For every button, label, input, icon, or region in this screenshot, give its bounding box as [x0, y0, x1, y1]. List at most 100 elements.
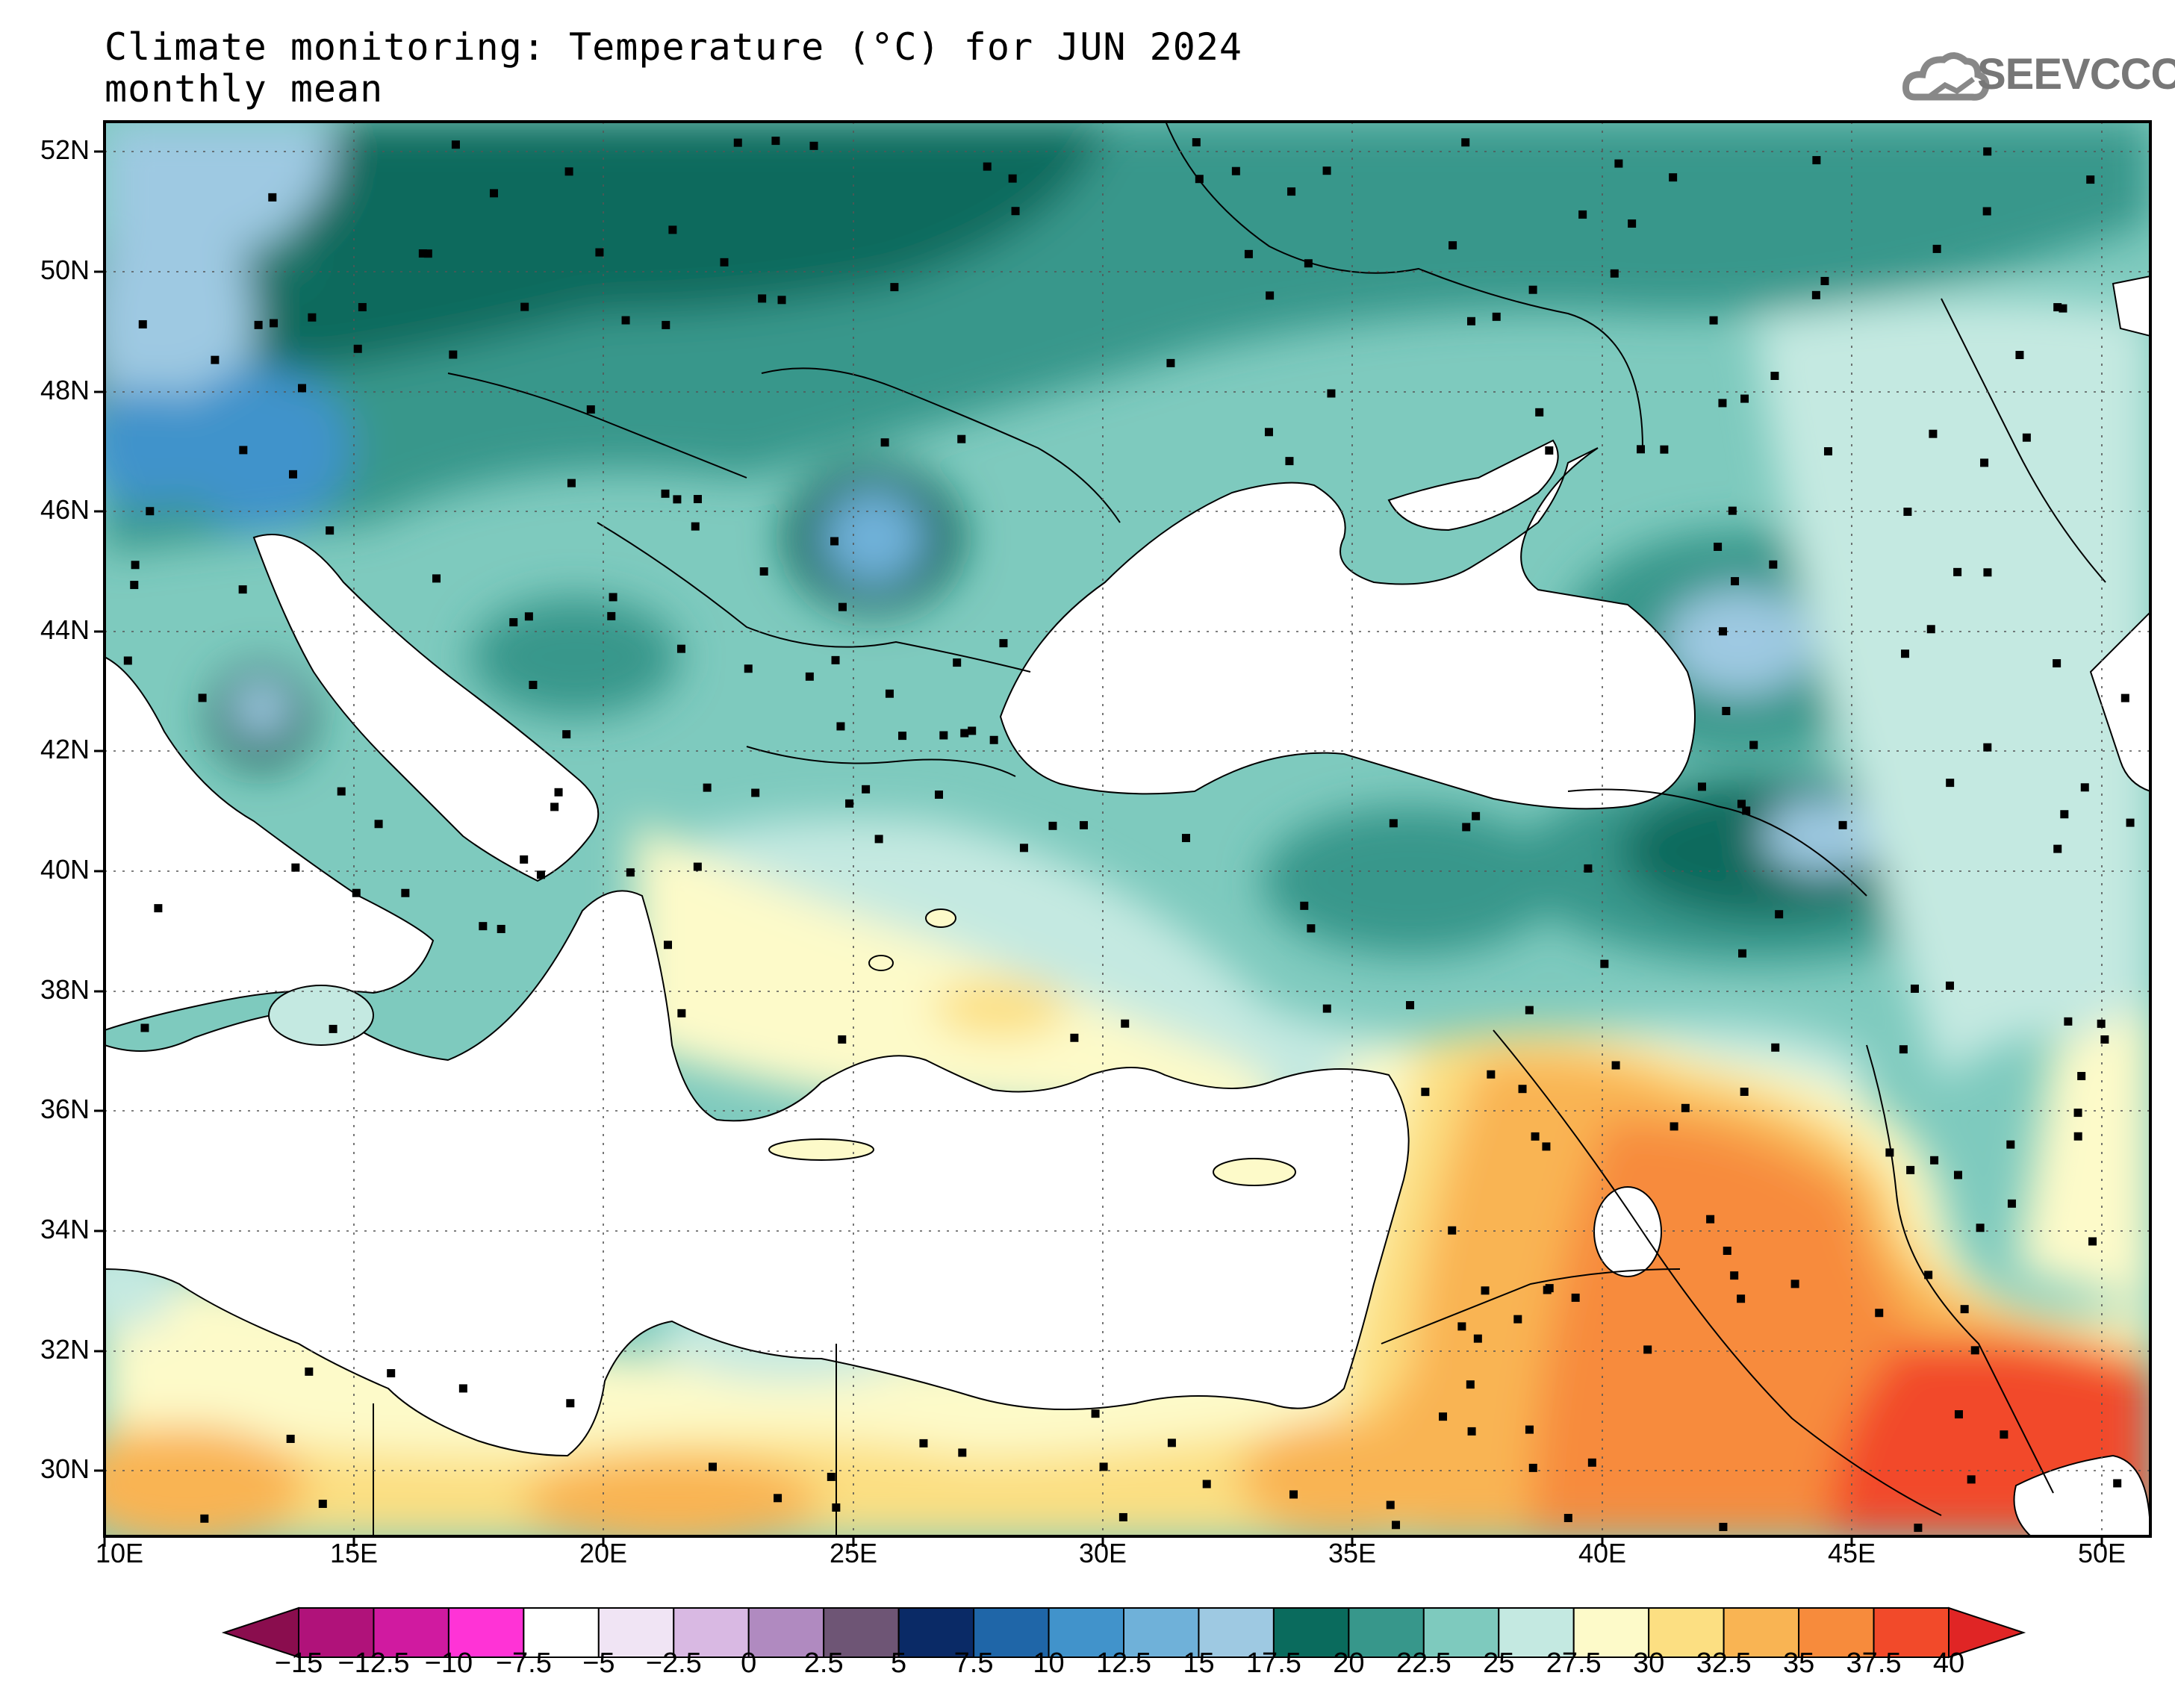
station-marker — [953, 658, 962, 667]
station-marker — [709, 1462, 718, 1471]
station-marker — [497, 924, 505, 933]
lat-label: 44N — [40, 614, 90, 645]
station-marker — [691, 522, 700, 531]
station-marker — [1681, 1103, 1690, 1112]
station-marker — [1287, 187, 1296, 196]
station-marker — [2080, 783, 2089, 792]
station-marker — [1231, 166, 1240, 175]
colorbar-arrow-high — [1948, 1606, 2026, 1659]
colorbar-label: 40 — [1932, 1648, 1965, 1679]
station-marker — [520, 855, 529, 864]
colorbar-swatch — [447, 1607, 525, 1658]
lon-label: 20E — [579, 1538, 628, 1568]
station-marker — [1719, 627, 1728, 636]
station-marker — [270, 319, 279, 328]
station-marker — [140, 1023, 149, 1032]
colorbar-label: 30 — [1633, 1648, 1665, 1679]
station-marker — [1628, 219, 1637, 228]
station-marker — [1812, 156, 1821, 165]
station-marker — [1903, 508, 1912, 517]
station-marker — [1823, 447, 1832, 456]
station-marker — [1473, 1334, 1482, 1343]
station-marker — [1771, 1043, 1780, 1052]
station-marker — [524, 612, 533, 621]
station-marker — [1742, 806, 1751, 815]
station-marker — [2022, 433, 2031, 442]
colorbar-label: 10 — [1033, 1648, 1065, 1679]
station-marker — [1820, 276, 1829, 285]
station-marker — [1406, 1001, 1415, 1010]
station-marker — [198, 694, 207, 702]
colorbar-swatch — [523, 1607, 600, 1658]
station-marker — [1192, 138, 1201, 147]
station-marker — [2097, 1019, 2106, 1028]
colorbar-label: −7.5 — [495, 1648, 552, 1679]
colorbar-label: −12.5 — [337, 1648, 410, 1679]
station-marker — [423, 249, 432, 258]
station-marker — [693, 862, 702, 871]
station-marker — [1930, 1156, 1939, 1165]
station-marker — [1669, 173, 1678, 182]
station-marker — [703, 783, 712, 792]
station-marker — [693, 495, 702, 504]
station-marker — [554, 788, 563, 797]
station-marker — [529, 681, 538, 690]
station-marker — [1728, 506, 1737, 515]
station-marker — [1244, 249, 1253, 258]
station-marker — [1910, 984, 1919, 993]
station-marker — [609, 593, 617, 602]
station-marker — [935, 790, 944, 799]
station-marker — [1545, 446, 1554, 455]
station-marker — [2120, 694, 2129, 702]
station-marker — [2053, 303, 2062, 312]
station-marker — [154, 904, 163, 913]
lat-label: 34N — [40, 1214, 90, 1244]
station-marker — [1289, 1490, 1298, 1499]
station-marker — [1719, 1522, 1728, 1531]
station-marker — [449, 350, 458, 359]
station-marker — [1953, 1171, 1962, 1179]
station-marker — [758, 294, 767, 303]
lat-label: 40N — [40, 854, 90, 885]
station-marker — [308, 313, 317, 322]
station-marker — [1954, 1410, 1963, 1419]
station-marker — [2073, 1109, 2082, 1118]
station-marker — [567, 479, 576, 487]
station-marker — [960, 729, 969, 738]
station-marker — [664, 941, 673, 950]
station-marker — [832, 1503, 841, 1512]
station-marker — [677, 1009, 686, 1017]
station-marker — [2126, 818, 2135, 827]
station-marker — [744, 664, 753, 673]
station-marker — [1466, 1380, 1475, 1389]
station-marker — [131, 561, 140, 570]
colorbar-label: 0 — [741, 1648, 757, 1679]
station-marker — [1722, 706, 1731, 715]
lat-label: 50N — [40, 255, 90, 285]
station-marker — [2086, 175, 2095, 184]
station-marker — [1008, 174, 1017, 183]
colorbar-label: 27.5 — [1546, 1648, 1602, 1679]
station-marker — [123, 656, 132, 665]
station-marker — [1790, 1280, 1799, 1288]
station-marker — [845, 799, 854, 808]
station-marker — [564, 167, 573, 176]
station-marker — [1901, 649, 1910, 658]
station-marker — [661, 489, 670, 498]
station-marker — [777, 296, 786, 305]
station-marker — [1614, 159, 1623, 168]
colorbar-swatch — [1723, 1607, 1800, 1658]
station-marker — [621, 316, 630, 325]
lat-label: 42N — [40, 734, 90, 764]
station-marker — [211, 355, 220, 364]
station-marker — [1167, 1439, 1176, 1447]
station-marker — [1545, 1284, 1554, 1293]
station-marker — [1731, 577, 1740, 586]
lon-label: 35E — [1328, 1538, 1377, 1568]
station-marker — [1181, 834, 1190, 843]
station-marker — [1525, 1006, 1534, 1014]
station-marker — [1528, 1463, 1537, 1472]
station-marker — [1467, 1427, 1476, 1436]
station-marker — [1960, 1305, 1969, 1314]
